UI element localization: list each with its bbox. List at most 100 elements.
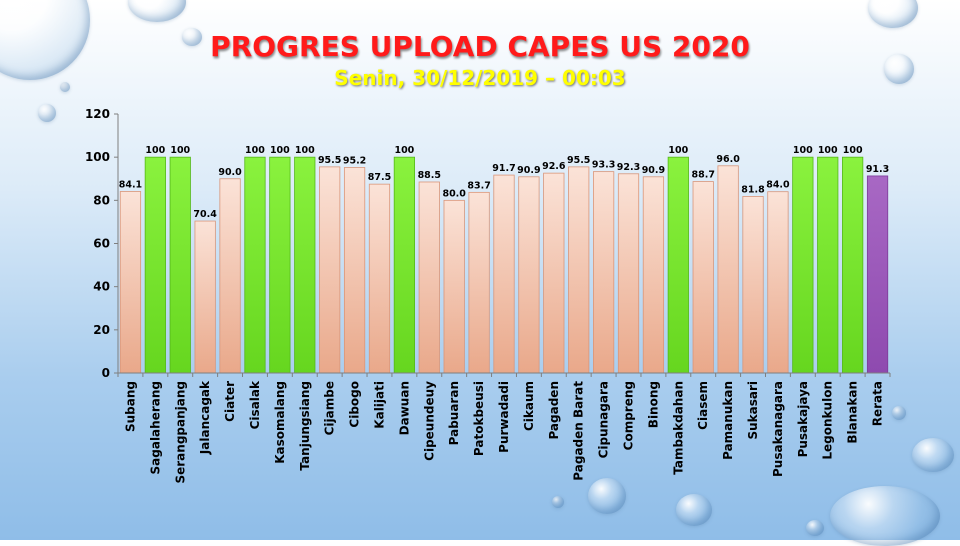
y-tick-label: 80 (93, 193, 110, 207)
category-label-12: Cipeundeuy (422, 381, 436, 461)
category-label-18: Pagaden Barat (572, 381, 586, 481)
bar-20 (617, 173, 640, 374)
chart-subtitle: Senin, 30/12/2019 – 00:03 (334, 66, 626, 90)
category-label-11: Dawuan (397, 381, 411, 435)
category-label-5: Cisalak (248, 380, 262, 429)
value-label-22: 100 (668, 145, 688, 156)
category-label-10: Kalijati (372, 381, 386, 429)
category-label-15: Purwadadi (497, 381, 511, 453)
value-label-5: 100 (245, 145, 265, 156)
bar-16 (518, 176, 540, 374)
y-tick-label: 40 (93, 280, 110, 294)
value-label-0: 84.1 (119, 179, 142, 190)
decorative-bubble (830, 486, 940, 546)
category-label-0: Subang (123, 381, 137, 432)
bar-1 (144, 156, 166, 374)
bar-19 (593, 171, 615, 374)
category-label-30: Rerata (871, 381, 885, 426)
decorative-bubble (884, 54, 914, 84)
value-label-2: 100 (170, 145, 190, 156)
bar-21 (642, 176, 665, 374)
bar-6 (269, 156, 291, 374)
bar-30 (866, 175, 889, 374)
bar-5 (244, 156, 266, 374)
bar-7 (294, 156, 316, 374)
category-label-22: Tambakdahan (671, 381, 685, 475)
category-label-1: Sagalaherang (148, 381, 162, 474)
bar-15 (493, 174, 515, 374)
y-tick-label: 0 (102, 366, 110, 380)
category-label-13: Pabuaran (447, 381, 461, 445)
value-label-8: 95.5 (318, 155, 341, 166)
bar-17 (543, 172, 565, 374)
bar-10 (368, 183, 391, 374)
y-tick-label: 20 (93, 323, 110, 337)
category-label-4: Ciater (223, 381, 237, 422)
value-label-9: 95.2 (343, 156, 366, 167)
category-label-19: Cipunagara (597, 381, 611, 458)
value-label-16: 90.9 (517, 165, 540, 176)
bar-2 (169, 156, 191, 374)
value-label-17: 92.6 (542, 161, 566, 172)
value-label-11: 100 (394, 145, 414, 156)
decorative-bubble (676, 494, 712, 526)
value-label-7: 100 (295, 145, 315, 156)
bar-24 (717, 165, 739, 374)
decorative-bubble (588, 478, 626, 514)
value-label-12: 88.5 (418, 170, 441, 181)
value-label-19: 93.3 (592, 160, 615, 171)
bar-0 (119, 191, 142, 374)
value-label-23: 88.7 (691, 170, 714, 181)
value-label-24: 96.0 (716, 154, 740, 165)
category-label-28: Legonkulon (821, 381, 835, 460)
decorative-bubble (892, 406, 906, 420)
bar-29 (842, 156, 864, 374)
value-label-6: 100 (270, 145, 290, 156)
value-label-29: 100 (843, 145, 863, 156)
value-label-26: 84.0 (766, 180, 790, 191)
category-label-27: Pusakajaya (796, 381, 810, 457)
bar-27 (792, 156, 814, 374)
category-label-23: Ciasem (696, 381, 710, 430)
category-label-24: Pamanukan (721, 381, 735, 460)
bar-25 (742, 196, 764, 374)
bar-28 (817, 156, 839, 374)
bar-4 (219, 178, 241, 374)
value-label-28: 100 (818, 145, 838, 156)
decorative-bubble (806, 520, 824, 536)
category-label-21: Binong (646, 381, 660, 428)
bar-9 (343, 167, 366, 374)
bar-13 (443, 199, 465, 374)
decorative-bubble (60, 82, 70, 92)
bar-22 (667, 156, 689, 374)
chart-title: PROGRES UPLOAD CAPES US 2020 (210, 30, 750, 63)
category-label-16: Cikaum (522, 381, 536, 431)
bar-3 (194, 220, 216, 374)
value-label-1: 100 (145, 145, 165, 156)
value-label-21: 90.9 (642, 165, 665, 176)
value-label-3: 70.4 (193, 209, 217, 220)
category-label-26: Pusakanagara (771, 381, 785, 477)
y-tick-label: 100 (85, 150, 110, 164)
value-label-13: 80.0 (442, 188, 466, 199)
decorative-bubble (552, 496, 564, 508)
decorative-bubble (912, 438, 954, 472)
decorative-bubble (128, 0, 186, 22)
bar-26 (767, 191, 789, 374)
value-label-10: 87.5 (368, 172, 391, 183)
category-label-8: Cijambe (323, 381, 337, 435)
value-label-4: 90.0 (218, 167, 242, 178)
bar-12 (418, 181, 440, 374)
category-label-14: Patokbeusi (472, 381, 486, 456)
bar-23 (692, 181, 714, 374)
category-label-17: Pagaden (547, 381, 561, 440)
y-tick-label: 60 (93, 237, 110, 251)
value-label-27: 100 (793, 145, 813, 156)
category-label-3: Jalancagak (198, 380, 212, 455)
bar-14 (468, 191, 490, 374)
bar-11 (393, 156, 415, 374)
x-axis: Subang Sagalaherang Serangpanjang Jalancaga… (117, 372, 891, 484)
value-label-25: 81.8 (741, 184, 765, 195)
value-label-20: 92.3 (617, 162, 640, 173)
